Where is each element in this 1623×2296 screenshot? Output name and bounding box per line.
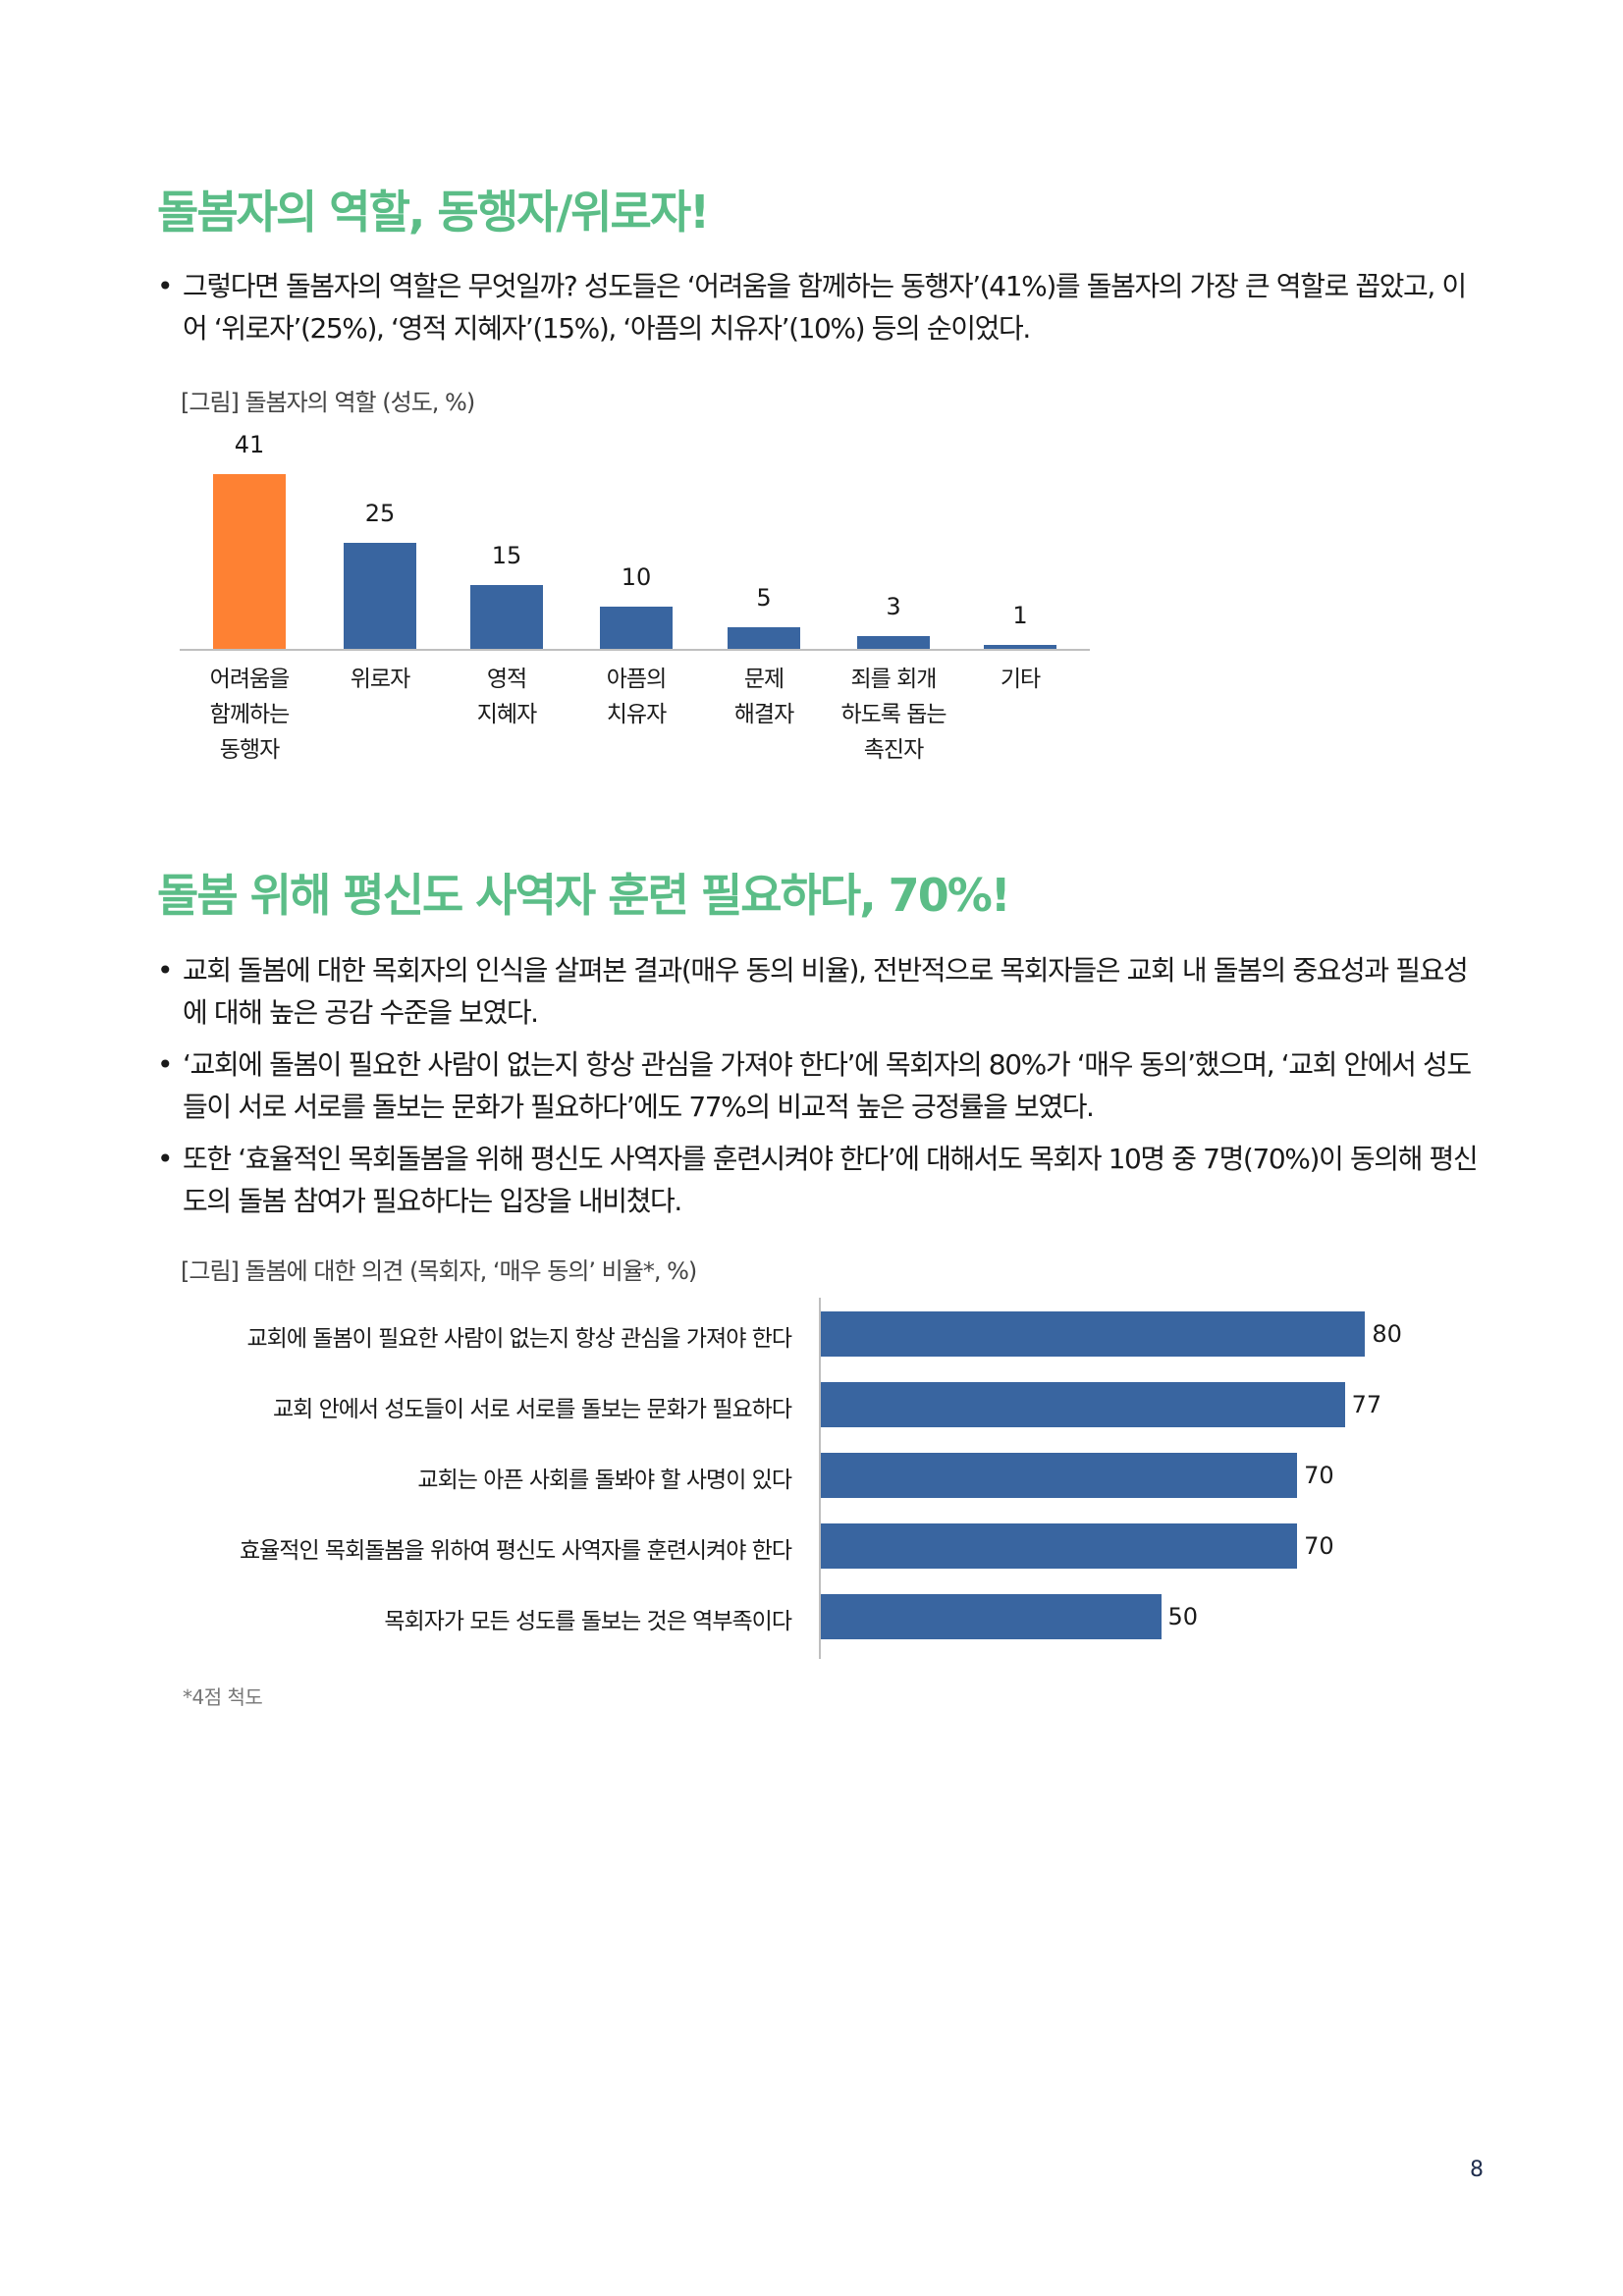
y-axis-category-label: 교회에 돌봄이 필요한 사람이 없는지 항상 관심을 가져야 한다 bbox=[246, 1326, 792, 1352]
bar bbox=[821, 1382, 1345, 1427]
bar bbox=[984, 644, 1056, 649]
y-axis-category-label: 교회는 아픈 사회를 돌봐야 할 사명이 있다 bbox=[417, 1468, 792, 1493]
section-title-caregiver-role: 돌봄자의 역할, 동행자/위로자! bbox=[157, 186, 710, 239]
bar-value-label: 50 bbox=[1167, 1603, 1199, 1630]
y-axis-line bbox=[819, 1298, 821, 1659]
y-axis-category-label: 목회자가 모든 성도를 돌보는 것은 역부족이다 bbox=[384, 1609, 792, 1634]
bar-value-label: 70 bbox=[1304, 1532, 1334, 1560]
section1-bullets: 그렇다면 돌봄자의 역할은 무엇일까? 성도들은 ‘어려움을 함께하는 동행자’… bbox=[157, 265, 1483, 359]
bullet-item: 또한 ‘효율적인 목회돌봄을 위해 평신도 사역자를 훈련시켜야 한다’에 대해… bbox=[157, 1138, 1483, 1222]
x-axis-category-label: 죄를 회개 하도록 돕는 촉진자 bbox=[840, 667, 947, 763]
bar bbox=[821, 1523, 1298, 1569]
bar-value-label: 3 bbox=[886, 592, 901, 620]
bar bbox=[470, 584, 543, 649]
bar-value-label: 41 bbox=[234, 431, 265, 459]
section2-bullets: 교회 돌봄에 대한 목회자의 인식을 살펴본 결과(매우 동의 비율), 전반적… bbox=[157, 949, 1483, 1232]
bar bbox=[344, 542, 416, 649]
figure-caption-caregiver-role: [그림] 돌봄자의 역할 (성도, %) bbox=[181, 389, 475, 416]
bar bbox=[821, 1594, 1162, 1639]
x-axis-category-label: 위로자 bbox=[350, 667, 410, 692]
x-axis-category-label: 어려움을 함께하는 동행자 bbox=[209, 667, 291, 763]
bar-value-label: 70 bbox=[1304, 1462, 1334, 1489]
x-axis-baseline bbox=[180, 649, 1090, 651]
bar-value-label: 15 bbox=[491, 541, 522, 569]
page-number: 8 bbox=[1470, 2158, 1484, 2182]
bullet-item: ‘교회에 돌봄이 필요한 사람이 없는지 항상 관심을 가져야 한다’에 목회자… bbox=[157, 1043, 1483, 1128]
x-axis-category-label: 기타 bbox=[1000, 667, 1041, 692]
x-axis-category-label: 영적 지혜자 bbox=[476, 667, 537, 727]
bar bbox=[213, 474, 286, 649]
x-axis-category-label: 아픔의 치유자 bbox=[606, 667, 667, 727]
bar-value-label: 1 bbox=[1012, 601, 1028, 629]
bar-value-label: 10 bbox=[621, 562, 652, 591]
section-title-lay-training: 돌봄 위해 평신도 사역자 훈련 필요하다, 70%! bbox=[157, 869, 1011, 922]
bar-value-label: 80 bbox=[1372, 1320, 1402, 1348]
bar bbox=[821, 1453, 1298, 1498]
bar bbox=[600, 606, 673, 649]
bar bbox=[821, 1311, 1366, 1357]
y-axis-category-label: 교회 안에서 성도들이 서로 서로를 돌보는 문화가 필요하다 bbox=[272, 1397, 792, 1422]
bar-value-label: 5 bbox=[756, 584, 772, 613]
bar bbox=[857, 635, 930, 649]
bar-value-label: 25 bbox=[364, 499, 396, 527]
bar bbox=[728, 627, 800, 649]
bullet-item: 그렇다면 돌봄자의 역할은 무엇일까? 성도들은 ‘어려움을 함께하는 동행자’… bbox=[157, 265, 1483, 349]
x-axis-category-label: 문제 해결자 bbox=[733, 667, 794, 727]
y-axis-category-label: 효율적인 목회돌봄을 위하여 평신도 사역자를 훈련시켜야 한다 bbox=[239, 1538, 792, 1564]
bar-value-label: 77 bbox=[1351, 1391, 1382, 1418]
figure-caption-care-opinion: [그림] 돌봄에 대한 의견 (목회자, ‘매우 동의’ 비율*, %) bbox=[181, 1257, 697, 1285]
bullet-item: 교회 돌봄에 대한 목회자의 인식을 살펴본 결과(매우 동의 비율), 전반적… bbox=[157, 949, 1483, 1034]
chart-footnote: *4점 척도 bbox=[183, 1685, 263, 1709]
